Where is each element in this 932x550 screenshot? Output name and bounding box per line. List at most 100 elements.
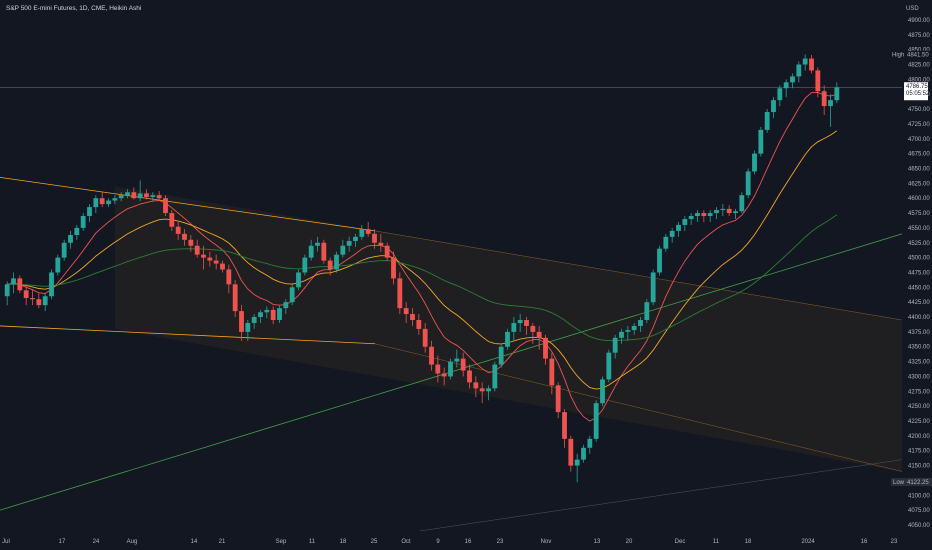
price-tick: 4825.00 [908,63,930,69]
price-tick: 4400.00 [908,315,930,321]
candle-body [264,309,270,313]
candle-body [739,195,745,212]
low-marker-bg [891,478,932,487]
candle-body [372,233,377,243]
candle-body [315,242,320,246]
price-tick: 4725.00 [908,122,930,128]
candle-body [707,213,713,217]
candles [4,54,840,483]
candle-body [777,88,783,101]
candle-body [536,331,542,338]
price-tick: 4425.00 [908,300,930,306]
candle-body [682,218,688,225]
price-tick: 4750.00 [908,107,930,113]
price-tick: 4650.00 [908,166,930,172]
time-tick: Dec [675,539,686,545]
time-tick: Jul [2,539,10,545]
candle-body [384,245,390,258]
candle-body [68,235,73,243]
currency-label: USD [906,6,919,12]
low-label: Low [893,480,905,486]
candle-body [593,403,599,439]
price-tick: 4675.00 [908,152,930,158]
candle-body [55,257,61,273]
candle-body [606,352,612,380]
candle-body [251,317,257,323]
candle-body [790,76,795,83]
time-tick: 21 [219,539,226,545]
candle-body [676,224,681,231]
high-label: High [892,53,904,59]
candle-body [745,171,751,196]
candle-body [61,242,67,258]
candle-body [441,373,447,377]
candle-body [289,287,295,303]
candle-body [258,312,263,318]
candle-body [302,257,308,273]
candle-body [80,216,86,228]
candle-body [809,58,814,71]
candle-body [137,193,143,199]
candle-body [758,129,764,154]
price-tick: 4075.00 [908,508,930,514]
channel-drawing [0,86,903,532]
price-tick: 4150.00 [908,464,930,470]
candle-body [207,257,213,261]
time-tick: 18 [745,539,752,545]
price-tick: 4450.00 [908,285,930,291]
candle-body [815,70,821,92]
price-tick: 4375.00 [908,330,930,336]
candle-body [752,153,757,172]
candle-body [657,248,662,273]
candle-body [581,447,586,460]
candle-body [93,198,99,208]
candle-body [644,302,650,321]
candle-body [600,379,605,404]
last-price-badge [904,82,928,101]
price-tick: 4200.00 [908,434,930,440]
time-tick: Sep [276,539,287,545]
candle-body [701,213,707,217]
time-tick: 14 [191,539,198,545]
candle-body [796,64,802,77]
candle-body [150,195,156,198]
candle-body [448,361,453,377]
candle-body [454,358,460,362]
candle-body [403,308,409,315]
candle-body [473,382,479,389]
candle-body [365,229,371,234]
candle-body [435,364,441,374]
price-axis: 4900.004875.004850.004825.004800.004775.… [891,18,932,529]
candle-body [650,272,656,303]
time-axis: Jul 17 24 Aug 14 21 Sep 11 18 25 Oct 9 16 23 Nov 13 20 De… [2,539,898,545]
candle-body [327,260,333,270]
candle-body [460,358,466,371]
price-tick: 4500.00 [908,256,930,262]
candle-body [334,254,339,270]
price-tick: 4275.00 [908,389,930,395]
price-tick: 4225.00 [908,419,930,425]
candle-body [498,346,504,365]
candle-body [695,213,700,217]
price-tick: 4850.00 [908,48,930,54]
price-tick: 4100.00 [908,493,930,499]
candle-body [834,87,840,101]
price-tick: 4575.00 [908,211,930,217]
candle-body [340,245,346,255]
price-tick: 4050.00 [908,523,930,529]
candle-body [239,311,244,332]
candle-body [232,284,238,312]
price-tick: 4250.00 [908,404,930,410]
time-tick: 9 [436,539,440,545]
candle-body [492,364,498,389]
candle-body [619,331,624,338]
candle-body [283,302,289,309]
candle-body [783,82,789,89]
chart-title: S&P 500 E-mini Futures, 1D, CME, Heikin … [6,5,141,12]
candle-body [524,320,529,326]
candle-body [511,322,517,332]
last-price-countdown: 05:05:52 [906,91,930,97]
candle-body [220,263,225,270]
time-tick: 20 [626,539,633,545]
